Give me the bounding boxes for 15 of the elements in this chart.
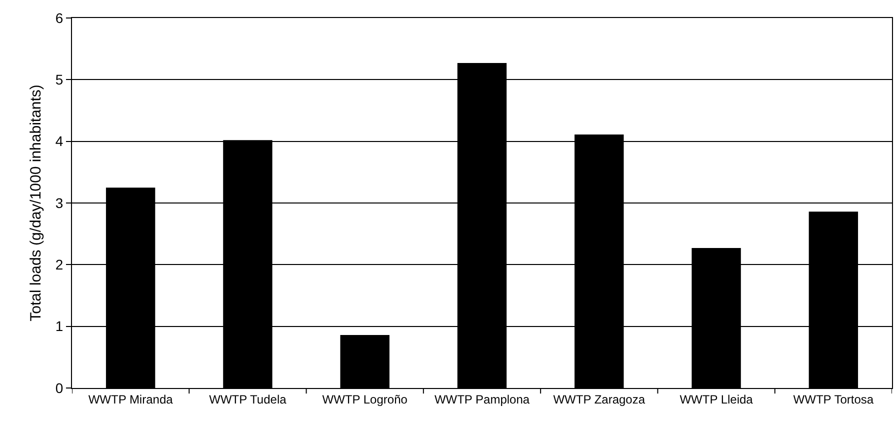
y-tick-label: 2	[55, 256, 64, 273]
y-tick-label: 0	[55, 380, 64, 396]
x-tick-label: WWTP Tudela	[209, 392, 287, 406]
x-tick-label: WWTP Tortosa	[793, 392, 874, 406]
x-tick-label: WWTP Logroño	[322, 392, 408, 406]
x-tick-label: WWTP Miranda	[88, 392, 174, 406]
x-tick-label: WWTP Pamplona	[434, 392, 530, 406]
y-axis-title: Total loads (g/day/1000 inhabitants)	[28, 84, 45, 322]
x-tick-label: WWTP Lleida	[680, 392, 754, 406]
x-tick-label: WWTP Zaragoza	[553, 392, 646, 406]
y-tick-label: 1	[55, 318, 64, 334]
y-tick-label: 5	[55, 72, 64, 88]
y-tick-label: 3	[55, 194, 64, 211]
y-tick-label: 4	[55, 133, 64, 150]
y-tick-label: 6	[55, 10, 64, 26]
